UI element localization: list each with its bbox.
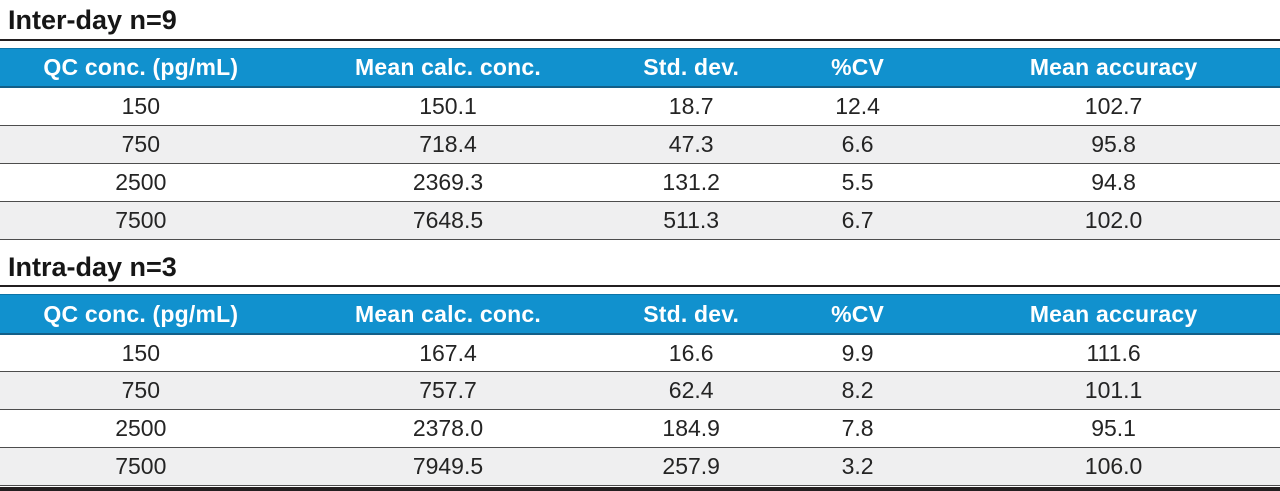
table-row: 750 718.4 47.3 6.6 95.8 [0,125,1280,164]
table-cell: 47.3 [614,125,768,164]
col-header-std-dev: Std. dev. [614,294,768,335]
table-cell: 6.7 [767,201,948,240]
title-rule [0,285,1280,288]
table-row: 2500 2378.0 184.9 7.8 95.1 [0,409,1280,449]
table-cell: 2500 [0,409,282,449]
table-cell: 750 [0,125,282,164]
col-header-std-dev: Std. dev. [614,47,768,89]
table-cell: 7.8 [767,409,948,449]
rule-gap [0,40,1280,48]
table-cell: 2369.3 [281,163,615,202]
table-cell: 757.7 [281,371,615,411]
header-row: QC conc. (pg/mL) Mean calc. conc. Std. d… [0,47,1280,89]
table-cell: 167.4 [281,333,615,373]
table-cell: 7648.5 [281,201,615,240]
table-cell: 7500 [0,201,282,240]
col-header-qc-conc: QC conc. (pg/mL) [0,294,282,335]
table-row: 150 167.4 16.6 9.9 111.6 [0,333,1280,373]
table-cell: 150 [0,87,282,126]
table-cell: 95.1 [947,409,1280,449]
table-cell: 102.0 [947,201,1280,240]
intra-day-section: Intra-day n=3 QC conc. (pg/mL) Mean calc… [0,240,1280,487]
col-header-pct-cv: %CV [767,47,948,89]
table-cell: 62.4 [614,371,768,411]
table-cell: 7500 [0,447,282,487]
table-cell: 101.1 [947,371,1280,411]
col-header-pct-cv: %CV [767,294,948,335]
table-cell: 9.9 [767,333,948,373]
table-cell: 6.6 [767,125,948,164]
table-cell: 111.6 [947,333,1280,373]
table-cell: 184.9 [614,409,768,449]
inter-day-section: Inter-day n=9 QC conc. (pg/mL) Mean calc… [0,0,1280,240]
table-cell: 7949.5 [281,447,615,487]
rule-gap [0,287,1280,295]
table-cell: 102.7 [947,87,1280,126]
table-cell: 2378.0 [281,409,615,449]
col-header-mean-calc-conc: Mean calc. conc. [281,47,615,89]
table-row: 2500 2369.3 131.2 5.5 94.8 [0,163,1280,202]
table-cell: 3.2 [767,447,948,487]
table-cell: 106.0 [947,447,1280,487]
table-cell: 12.4 [767,87,948,126]
table-cell: 2500 [0,163,282,202]
table-cell: 16.6 [614,333,768,373]
table-cell: 95.8 [947,125,1280,164]
table-cell: 18.7 [614,87,768,126]
col-header-qc-conc: QC conc. (pg/mL) [0,47,282,89]
table-cell: 750 [0,371,282,411]
bottom-rule [0,487,1280,491]
table-row: 150 150.1 18.7 12.4 102.7 [0,87,1280,126]
title-rule [0,38,1280,41]
header-row: QC conc. (pg/mL) Mean calc. conc. Std. d… [0,294,1280,335]
table-row: 7500 7949.5 257.9 3.2 106.0 [0,447,1280,487]
inter-day-table: QC conc. (pg/mL) Mean calc. conc. Std. d… [0,47,1280,240]
table-cell: 8.2 [767,371,948,411]
intra-day-table: QC conc. (pg/mL) Mean calc. conc. Std. d… [0,294,1280,487]
col-header-mean-accuracy: Mean accuracy [947,47,1280,89]
table-row: 7500 7648.5 511.3 6.7 102.0 [0,201,1280,240]
table-cell: 150 [0,333,282,373]
table-cell: 257.9 [614,447,768,487]
inter-day-title: Inter-day n=9 [8,5,177,35]
table-cell: 718.4 [281,125,615,164]
table-cell: 94.8 [947,163,1280,202]
table-cell: 150.1 [281,87,615,126]
table-row: 750 757.7 62.4 8.2 101.1 [0,371,1280,411]
table-cell: 5.5 [767,163,948,202]
intra-day-title: Intra-day n=3 [8,251,177,282]
col-header-mean-accuracy: Mean accuracy [947,294,1280,335]
table-cell: 511.3 [614,201,768,240]
table-cell: 131.2 [614,163,768,202]
col-header-mean-calc-conc: Mean calc. conc. [281,294,615,335]
